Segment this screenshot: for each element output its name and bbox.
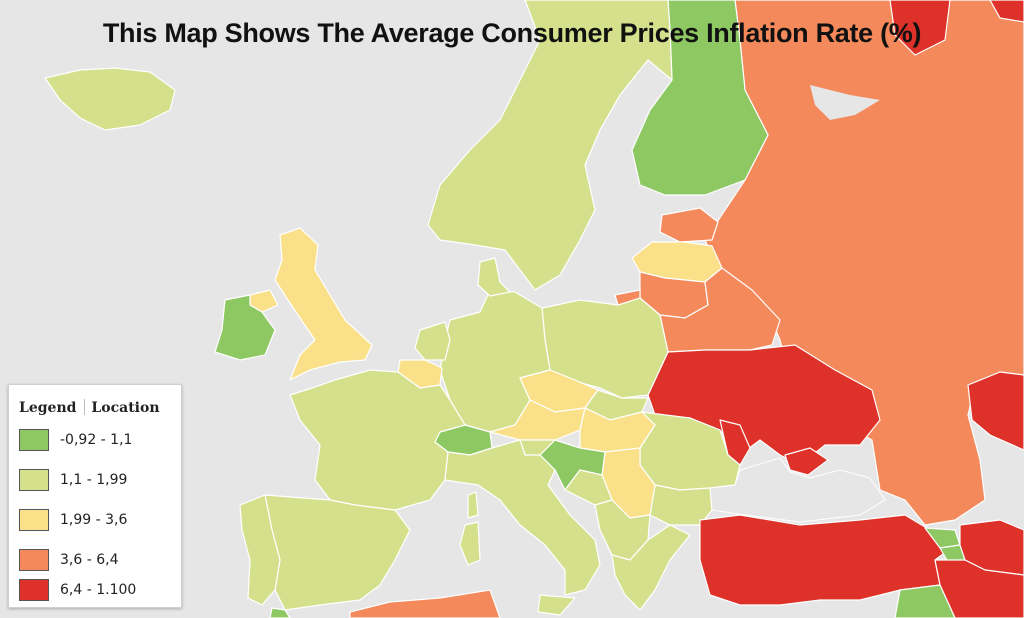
legend-swatch [19, 429, 49, 451]
region-scandinavia[interactable] [427, 0, 673, 291]
region-kazakhstan[interactable] [967, 371, 1024, 451]
legend-label: 6,4 - 1.100 [60, 582, 137, 598]
region-sicily[interactable] [537, 594, 576, 616]
legend-label: 1,1 - 1,99 [60, 472, 128, 488]
region-ireland[interactable] [214, 294, 276, 361]
region-denmark[interactable] [477, 257, 511, 297]
region-sardinia[interactable] [459, 521, 481, 566]
legend-label: 1,99 - 3,6 [60, 512, 128, 528]
legend-label: 3,6 - 6,4 [60, 552, 119, 568]
region-morocco[interactable] [269, 607, 291, 618]
legend-header: Legend Location [19, 399, 160, 416]
legend-heading: Legend [19, 400, 77, 416]
black-sea [709, 457, 886, 523]
region-iceland[interactable] [44, 67, 176, 131]
region-great-britain[interactable] [274, 227, 373, 381]
region-crimea[interactable] [784, 447, 829, 476]
region-italy[interactable] [444, 439, 601, 596]
region-greece[interactable] [611, 524, 691, 611]
region-arctic-island[interactable] [889, 0, 951, 56]
region-bosnia[interactable] [564, 469, 613, 506]
map-title: This Map Shows The Average Consumer Pric… [102, 18, 922, 48]
legend-subheading: Location [91, 400, 160, 416]
region-finland[interactable] [631, 0, 769, 196]
region-portugal[interactable] [239, 494, 281, 606]
map-legend: Legend Location -0,92 - 1,1 1,1 - 1,99 1,… [8, 384, 182, 608]
region-arctic-island-2[interactable] [989, 0, 1024, 23]
region-north-africa[interactable] [349, 589, 501, 618]
legend-swatch [19, 469, 49, 491]
region-syria-iraq[interactable] [894, 584, 956, 618]
legend-swatch [19, 509, 49, 531]
legend-swatch [19, 579, 49, 601]
region-bulgaria[interactable] [649, 484, 713, 526]
legend-label: -0,92 - 1,1 [60, 432, 133, 448]
legend-swatch [19, 549, 49, 571]
region-netherlands[interactable] [414, 321, 451, 361]
region-estonia[interactable] [659, 207, 719, 243]
white-sea [810, 85, 880, 120]
region-corsica[interactable] [467, 491, 479, 519]
